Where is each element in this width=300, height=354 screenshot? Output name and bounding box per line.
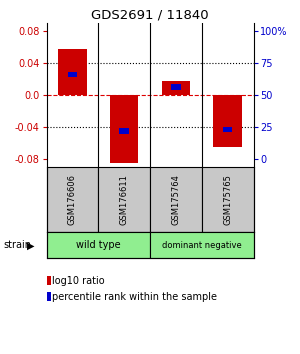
Text: GSM176611: GSM176611: [120, 174, 129, 225]
Text: strain: strain: [3, 240, 31, 250]
Bar: [119, 128, 129, 133]
Bar: [162, 81, 190, 95]
Text: wild type: wild type: [76, 240, 121, 250]
Bar: [213, 95, 242, 147]
Text: ▶: ▶: [27, 240, 34, 250]
Text: percentile rank within the sample: percentile rank within the sample: [52, 292, 218, 302]
Bar: [46, 232, 150, 258]
Bar: [150, 232, 254, 258]
Bar: [58, 48, 87, 95]
Bar: [202, 167, 254, 232]
Text: dominant negative: dominant negative: [162, 241, 242, 250]
Title: GDS2691 / 11840: GDS2691 / 11840: [91, 9, 209, 22]
Text: log10 ratio: log10 ratio: [52, 276, 105, 286]
Bar: [171, 85, 181, 90]
Text: GSM175764: GSM175764: [171, 174, 180, 225]
Bar: [68, 72, 77, 77]
Bar: [98, 167, 150, 232]
Text: GSM175765: GSM175765: [223, 174, 232, 225]
Bar: [223, 127, 232, 132]
Bar: [150, 167, 202, 232]
Bar: [110, 95, 138, 163]
Text: GSM176606: GSM176606: [68, 174, 77, 225]
Bar: [46, 167, 98, 232]
